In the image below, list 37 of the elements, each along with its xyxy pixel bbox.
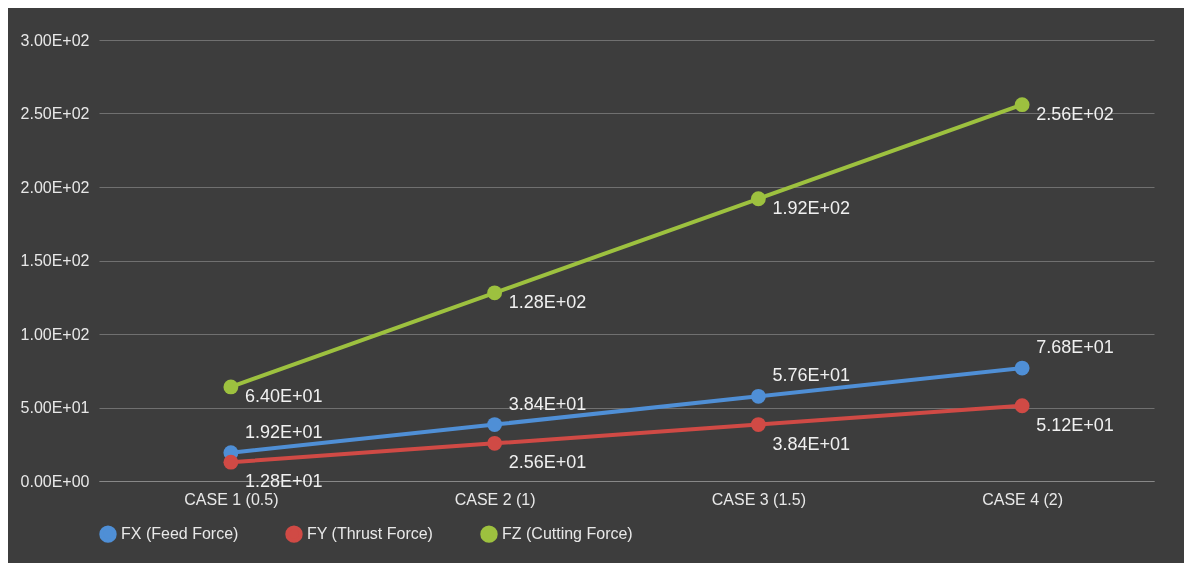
data-label: 3.84E+01: [772, 433, 850, 454]
data-label: 5.76E+01: [772, 365, 850, 386]
data-label: 1.28E+02: [508, 291, 587, 312]
data-label: 2.56E+02: [1036, 103, 1114, 124]
x-tick-label: CASE 2 (1): [454, 490, 536, 508]
y-tick-label: 2.50E+02: [20, 105, 90, 122]
point: [750, 191, 766, 207]
data-label: 1.28E+01: [244, 471, 323, 492]
data-label: 2.56E+01: [508, 452, 587, 473]
data-label: 6.40E+01: [244, 385, 323, 406]
data-label: 5.12E+01: [1036, 414, 1114, 435]
data-label: 1.92E+02: [772, 197, 850, 218]
y-tick-label: 1.50E+02: [20, 252, 90, 269]
point: [750, 417, 766, 432]
point: [223, 454, 239, 470]
y-tick-label: 1.00E+02: [20, 325, 90, 343]
point: [1014, 360, 1030, 376]
data-label: 3.84E+01: [508, 393, 587, 414]
legend-label: FZ (Cutting Force): [502, 525, 633, 543]
point: [223, 379, 239, 395]
point: [1014, 398, 1030, 414]
point: [487, 435, 503, 451]
x-tick-label: CASE 1 (0.5): [184, 490, 279, 508]
y-tick-label: 2.00E+02: [20, 178, 90, 196]
point: [487, 285, 503, 301]
data-label: 1.92E+01: [244, 421, 323, 442]
x-tick-label: CASE 3 (1.5): [711, 490, 807, 508]
data-label: 7.68E+01: [1036, 337, 1114, 358]
legend-label: FX (Feed Force): [121, 525, 239, 543]
point: [1014, 97, 1030, 113]
y-tick-label: 0.00E+00: [20, 472, 90, 490]
y-tick-label: 3.00E+02: [20, 31, 90, 49]
y-tick-label: 5.00E+01: [20, 399, 90, 416]
point: [750, 388, 766, 404]
point: [487, 417, 503, 432]
x-tick-label: CASE 4 (2): [982, 490, 1064, 508]
legend-label: FY (Thrust Force): [307, 525, 433, 543]
